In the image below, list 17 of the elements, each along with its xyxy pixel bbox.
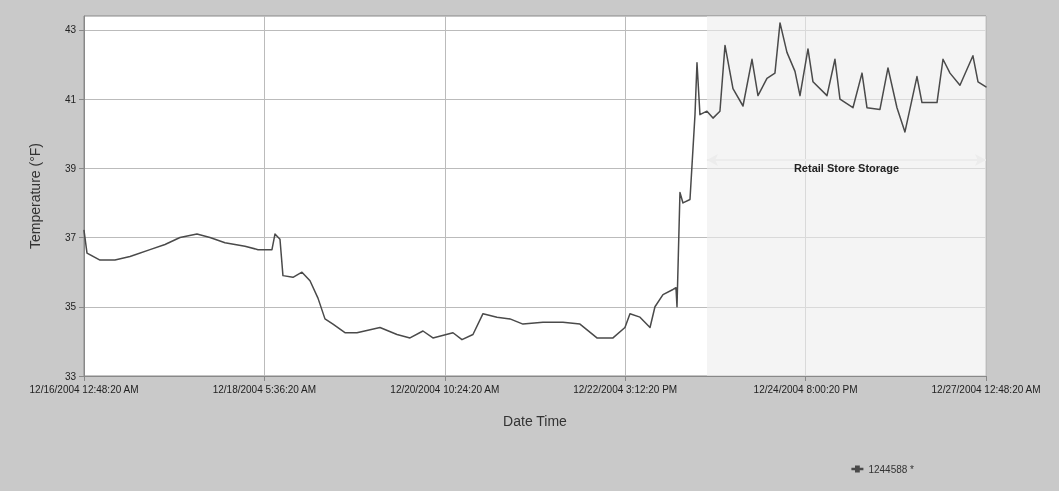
band-label: Retail Store Storage — [793, 161, 900, 174]
x-tick-label: 12/24/2004 8:00:20 PM — [753, 383, 858, 395]
y-tick-label: 37 — [64, 232, 77, 244]
y-tick-label: 35 — [64, 301, 77, 313]
y-axis-title: Temperature (°F) — [27, 143, 43, 249]
y-tick-label: 43 — [64, 24, 77, 36]
x-tick-label: 12/16/2004 12:48:20 AM — [29, 383, 139, 395]
y-tick-label: 39 — [64, 162, 77, 174]
y-tick-label: 41 — [64, 93, 77, 105]
y-tick-label: 33 — [64, 370, 77, 382]
x-tick-label: 12/27/2004 12:48:20 AM — [931, 383, 1041, 395]
x-tick-label: 12/18/2004 5:36:20 AM — [212, 383, 317, 395]
x-axis-title: Date Time — [503, 413, 568, 429]
x-tick-label: 12/20/2004 10:24:20 AM — [390, 383, 500, 395]
legend-label: 1244588 * — [868, 463, 915, 475]
line-series — [83, 22, 987, 341]
x-tick-label: 12/22/2004 3:12:20 PM — [573, 383, 678, 395]
